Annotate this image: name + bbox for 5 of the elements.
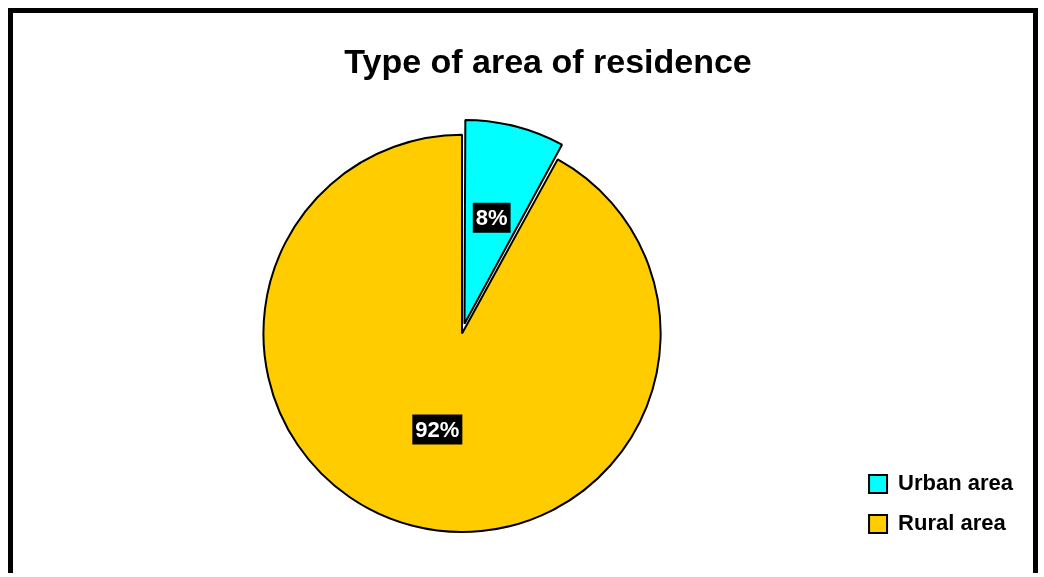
legend-label: Rural area xyxy=(898,510,1007,536)
data-label: 92% xyxy=(415,416,460,442)
legend-label: Urban area xyxy=(898,470,1014,496)
data-label: 8% xyxy=(475,204,508,230)
chart-title: Type of area of residence xyxy=(344,41,752,80)
